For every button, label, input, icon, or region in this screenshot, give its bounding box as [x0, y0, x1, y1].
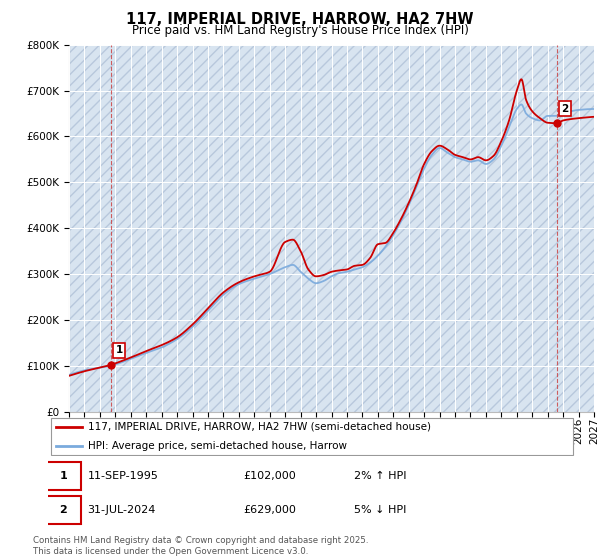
Text: 2: 2	[561, 104, 569, 114]
Text: 2: 2	[59, 505, 67, 515]
Text: 2% ↑ HPI: 2% ↑ HPI	[354, 471, 407, 481]
Text: £629,000: £629,000	[244, 505, 296, 515]
Text: 11-SEP-1995: 11-SEP-1995	[88, 471, 158, 481]
Text: 117, IMPERIAL DRIVE, HARROW, HA2 7HW (semi-detached house): 117, IMPERIAL DRIVE, HARROW, HA2 7HW (se…	[88, 422, 431, 432]
Text: 1: 1	[59, 471, 67, 481]
Text: £102,000: £102,000	[244, 471, 296, 481]
FancyBboxPatch shape	[50, 418, 574, 455]
FancyBboxPatch shape	[46, 496, 81, 524]
Text: 5% ↓ HPI: 5% ↓ HPI	[354, 505, 407, 515]
Text: Contains HM Land Registry data © Crown copyright and database right 2025.
This d: Contains HM Land Registry data © Crown c…	[33, 536, 368, 556]
Text: 1: 1	[115, 346, 122, 356]
Text: 117, IMPERIAL DRIVE, HARROW, HA2 7HW: 117, IMPERIAL DRIVE, HARROW, HA2 7HW	[126, 12, 474, 27]
Text: Price paid vs. HM Land Registry's House Price Index (HPI): Price paid vs. HM Land Registry's House …	[131, 24, 469, 37]
Bar	[69, 45, 594, 412]
Text: 31-JUL-2024: 31-JUL-2024	[88, 505, 156, 515]
FancyBboxPatch shape	[46, 462, 81, 490]
Text: HPI: Average price, semi-detached house, Harrow: HPI: Average price, semi-detached house,…	[88, 441, 347, 450]
